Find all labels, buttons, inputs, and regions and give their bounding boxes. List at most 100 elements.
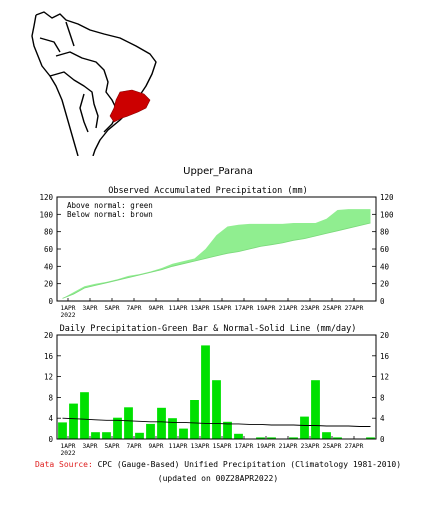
- accumulated-year-label: 2022: [61, 312, 76, 318]
- accumulated-ytick-right-label: 80: [380, 228, 390, 237]
- daily-xtick-label: 23APR: [301, 443, 320, 450]
- daily-precip-bar: [289, 437, 298, 439]
- daily-precip-bar: [366, 437, 375, 439]
- accumulated-ytick-left-label: 120: [39, 193, 53, 202]
- daily-plot-frame: [56, 334, 377, 440]
- daily-precip-bar: [91, 432, 100, 439]
- daily-xtick-label: 13APR: [191, 443, 210, 450]
- daily-ytick-left-label: 4: [48, 414, 53, 423]
- daily-precip-bar: [190, 400, 199, 439]
- inland-border-b: [65, 21, 75, 47]
- accumulated-xtick-label: 1APR: [61, 305, 76, 312]
- accumulated-chart-title: Observed Accumulated Precipitation (mm): [108, 186, 308, 196]
- south-america-coastline: [35, 11, 157, 156]
- accumulated-ytick-right-label: 120: [380, 193, 394, 202]
- accumulated-ytick-right-label: 20: [380, 280, 390, 289]
- accumulated-ytick-right-label: 0: [380, 297, 385, 306]
- accumulated-xtick-label: 25APR: [323, 305, 342, 312]
- accumulated-ytick-left-label: 20: [44, 280, 54, 289]
- daily-precip-bar: [135, 432, 144, 439]
- daily-ytick-right-label: 20: [380, 331, 390, 340]
- daily-xtick-label: 5APR: [105, 443, 120, 450]
- inland-border-c: [79, 93, 89, 133]
- daily-xtick-label: 15APR: [213, 443, 232, 450]
- accumulated-xtick-label: 13APR: [191, 305, 210, 312]
- data-source-line: Data Source: CPC (Gauge-Based) Unified P…: [0, 460, 436, 469]
- daily-ytick-right-label: 0: [380, 435, 385, 444]
- daily-ytick-left-label: 16: [44, 352, 54, 361]
- accumulated-legend-above: Above normal: green: [67, 201, 153, 210]
- accumulated-xtick-label: 15APR: [213, 305, 232, 312]
- daily-xtick-label: 17APR: [235, 443, 254, 450]
- daily-precip-bar: [146, 423, 155, 439]
- accumulated-anomaly-area: [62, 209, 371, 299]
- daily-precip-bar: [102, 432, 111, 439]
- daily-xtick-label: 3APR: [83, 443, 98, 450]
- daily-precip-bar: [311, 380, 320, 439]
- daily-precip-bar: [168, 418, 177, 439]
- south-america-locator-map: [31, 11, 157, 156]
- daily-normal-line: [62, 417, 371, 427]
- accumulated-ytick-right-label: 60: [380, 245, 390, 254]
- daily-xtick-label: 21APR: [279, 443, 298, 450]
- accumulated-xtick-label: 11APR: [169, 305, 188, 312]
- daily-ytick-left-label: 0: [48, 435, 53, 444]
- daily-precip-bar: [212, 380, 221, 439]
- daily-precip-bar: [80, 392, 89, 439]
- daily-precip-bar: [157, 407, 166, 439]
- accumulated-legend-below: Below normal: brown: [67, 210, 153, 219]
- daily-precip-bar: [179, 428, 188, 439]
- daily-precip-bar: [256, 437, 265, 439]
- daily-precip-bar: [69, 403, 78, 439]
- region-title: Upper_Parana: [183, 166, 253, 177]
- updated-timestamp: (updated on 00Z28APR2022): [157, 474, 279, 483]
- upper-parana-basin-region: [109, 89, 151, 123]
- accumulated-precipitation-chart: Observed Accumulated Precipitation (mm) …: [39, 186, 394, 318]
- data-source-label: Data Source:: [34, 460, 93, 469]
- daily-ytick-left-label: 12: [44, 373, 53, 382]
- daily-ytick-left-label: 20: [44, 331, 54, 340]
- daily-precip-bar: [322, 432, 331, 439]
- daily-year-label: 2022: [61, 450, 76, 455]
- accumulated-ytick-left-label: 40: [44, 262, 54, 271]
- daily-xtick-label: 9APR: [149, 443, 164, 450]
- accumulated-xtick-label: 21APR: [279, 305, 298, 312]
- daily-xtick-label: 11APR: [169, 443, 188, 450]
- daily-precip-bar: [113, 417, 122, 439]
- daily-xtick-label: 19APR: [257, 443, 276, 450]
- daily-precip-bar: [223, 421, 232, 439]
- accumulated-ytick-right-label: 40: [380, 262, 390, 271]
- accumulated-ytick-right-label: 100: [380, 210, 394, 219]
- accumulated-xtick-label: 17APR: [235, 305, 254, 312]
- daily-xtick-label: 1APR: [61, 443, 76, 450]
- accumulated-ytick-left-label: 60: [44, 245, 54, 254]
- daily-ytick-right-label: 8: [380, 393, 385, 402]
- daily-precip-bar: [58, 422, 67, 439]
- andean-border: [49, 71, 99, 129]
- accumulated-xtick-label: 7APR: [127, 305, 142, 312]
- daily-precip-bar: [333, 437, 342, 439]
- accumulated-ytick-left-label: 100: [39, 210, 53, 219]
- daily-precip-bar: [300, 416, 309, 439]
- accumulated-ytick-left-label: 0: [48, 297, 53, 306]
- accumulated-xtick-label: 27APR: [345, 305, 364, 312]
- accumulated-ytick-left-label: 80: [44, 228, 54, 237]
- accumulated-xtick-label: 9APR: [149, 305, 164, 312]
- data-source-text: CPC (Gauge-Based) Unified Precipitation …: [97, 460, 402, 469]
- daily-chart-title: Daily Precipitation-Green Bar & Normal-S…: [60, 324, 357, 334]
- daily-precip-bar: [234, 433, 243, 439]
- accumulated-xtick-label: 19APR: [257, 305, 276, 312]
- daily-precip-bar: [201, 345, 210, 439]
- daily-precipitation-chart: Daily Precipitation-Green Bar & Normal-S…: [44, 324, 390, 455]
- accumulated-xtick-label: 23APR: [301, 305, 320, 312]
- daily-precip-bar: [124, 407, 133, 439]
- accumulated-normal-line: [62, 222, 371, 299]
- daily-ytick-right-label: 12: [380, 373, 389, 382]
- accumulated-xtick-label: 5APR: [105, 305, 120, 312]
- daily-precip-bar: [267, 437, 276, 439]
- daily-xtick-label: 27APR: [345, 443, 364, 450]
- accumulated-xtick-label: 3APR: [83, 305, 98, 312]
- daily-ytick-right-label: 4: [380, 414, 385, 423]
- daily-xtick-label: 7APR: [127, 443, 142, 450]
- daily-ytick-right-label: 16: [380, 352, 390, 361]
